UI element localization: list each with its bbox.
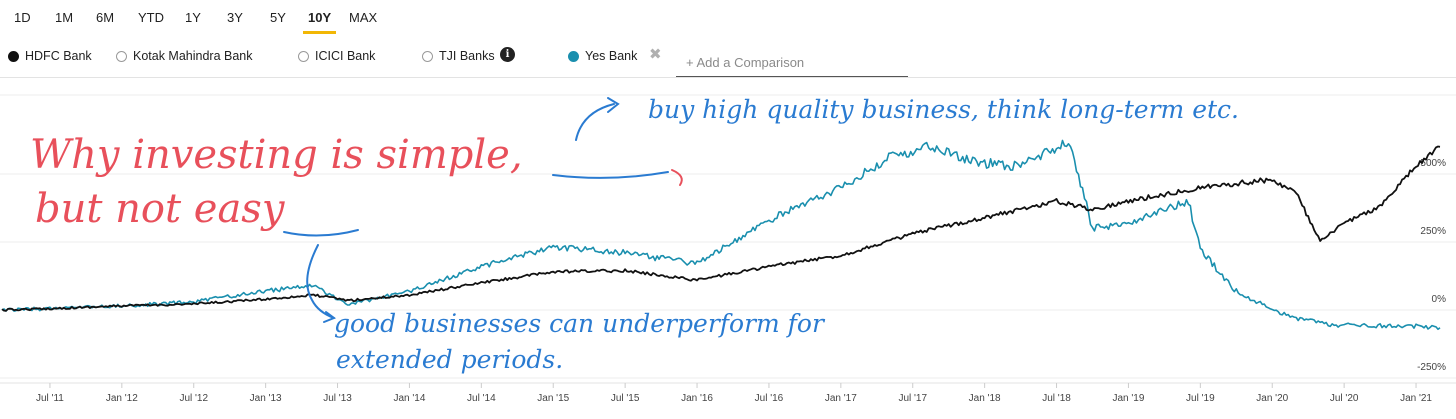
series-toggle-kotak-mahindra-bank[interactable]: Kotak Mahindra Bank	[116, 47, 253, 65]
x-tick-label: Jan '18	[969, 393, 1001, 404]
series-line-yes-bank	[1, 139, 1441, 331]
x-tick-label: Jul '20	[1330, 393, 1359, 404]
series-toggle-hdfc-bank[interactable]: HDFC Bank	[8, 47, 92, 65]
x-tick-label: Jan '20	[1256, 393, 1288, 404]
y-tick-label: 500%	[1420, 158, 1446, 169]
x-tick-label: Jan '14	[393, 393, 425, 404]
series-selector: i ✖ HDFC Bank Kotak Mahindra Bank ICICI Ba…	[0, 40, 1456, 78]
underline-stroke	[283, 229, 359, 237]
x-tick-label: Jan '16	[681, 393, 713, 404]
arrow-head	[323, 311, 337, 323]
range-tab-1d[interactable]: 1D	[14, 10, 31, 25]
series-label: Kotak Mahindra Bank	[133, 49, 253, 63]
series-dot-icon	[116, 50, 127, 62]
annotation-title-line-2: but not easy	[35, 186, 286, 232]
series-label: HDFC Bank	[25, 49, 92, 63]
x-tick-label: Jul '17	[898, 393, 927, 404]
series-toggle-yes-bank[interactable]: Yes Bank	[568, 47, 637, 65]
arrow-stroke	[306, 244, 335, 319]
x-tick-label: Jul '15	[611, 393, 640, 404]
x-tick-label: Jul '11	[36, 393, 64, 404]
range-selector: 1D 1M 6M YTD 1Y 3Y 5Y 10Y MAX	[0, 0, 1456, 34]
comma-stroke	[671, 169, 683, 186]
series-dot-icon	[568, 50, 579, 62]
y-tick-label: 0%	[1432, 294, 1447, 305]
x-tick-label: Jul '13	[323, 393, 352, 404]
arrow-head	[607, 97, 620, 113]
x-tick-label: Jul '16	[755, 393, 784, 404]
x-tick-label: Jul '14	[467, 393, 496, 404]
divider	[0, 77, 1456, 78]
range-tab-max[interactable]: MAX	[349, 10, 378, 25]
x-tick-label: Jul '12	[179, 393, 208, 404]
arrow-stroke	[575, 103, 615, 141]
range-tab-6m[interactable]: 6M	[96, 10, 115, 25]
add-comparison-input[interactable]	[676, 43, 908, 77]
info-icon[interactable]: i	[500, 47, 515, 62]
range-tab-1y[interactable]: 1Y	[185, 10, 201, 25]
series-label: Yes Bank	[585, 49, 638, 63]
x-tick-label: Jan '17	[825, 393, 857, 404]
y-tick-label: 250%	[1420, 226, 1446, 237]
series-label: TJI Banks	[439, 49, 495, 63]
series-dot-icon	[8, 50, 19, 62]
underline-stroke	[552, 171, 669, 179]
annotation-title-line-1: Why investing is simple,	[30, 132, 523, 178]
x-tick-label: Jul '18	[1042, 393, 1071, 404]
x-tick-label: Jan '13	[250, 393, 282, 404]
close-icon[interactable]: ✖	[649, 46, 662, 63]
x-tick-label: Jan '19	[1112, 393, 1144, 404]
annotation-top-note: buy high quality business, think long-te…	[648, 95, 1239, 124]
annotation-bottom-note-line-2: extended periods.	[336, 345, 563, 374]
series-dot-icon	[422, 50, 433, 62]
x-tick-label: Jan '12	[106, 393, 138, 404]
y-tick-label: -250%	[1417, 362, 1446, 373]
range-tab-3y[interactable]: 3Y	[227, 10, 243, 25]
series-line-hdfc-bank	[1, 145, 1441, 312]
range-tab-1m[interactable]: 1M	[55, 10, 74, 25]
series-label: ICICI Bank	[315, 49, 376, 63]
range-tab-ytd[interactable]: YTD	[138, 10, 164, 25]
x-tick-label: Jan '21	[1400, 393, 1432, 404]
series-dot-icon	[298, 50, 309, 62]
series-toggle-icici-bank[interactable]: ICICI Bank	[298, 47, 375, 65]
range-tab-5y[interactable]: 5Y	[270, 10, 286, 25]
x-tick-label: Jul '19	[1186, 393, 1215, 404]
range-tab-10y[interactable]: 10Y	[302, 0, 337, 34]
annotation-bottom-note-line-1: good businesses can underperform for	[334, 309, 826, 338]
x-tick-label: Jan '15	[537, 393, 569, 404]
series-toggle-tji-banks[interactable]: TJI Banks	[422, 47, 495, 65]
